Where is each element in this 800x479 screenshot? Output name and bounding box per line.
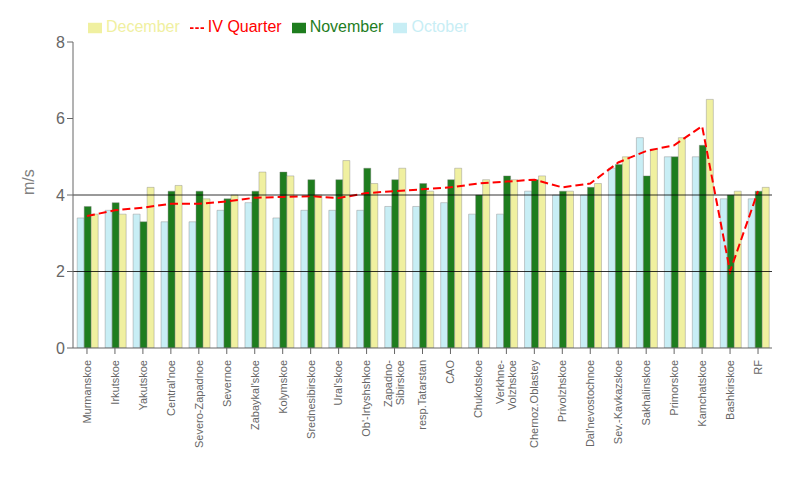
svg-text:0: 0 — [56, 340, 65, 357]
svg-text:Verkhnе-Volzhskoe: Verkhnе-Volzhskoe — [494, 360, 518, 410]
svg-text:CAO: CAO — [444, 360, 456, 384]
html-text:December: December — [106, 18, 180, 35]
html-text:November: November — [309, 18, 384, 35]
svg-text:Ob'-Irtyshshkoe: Ob'-Irtyshshkoe — [360, 360, 372, 437]
svg-text:Severnoe: Severnoe — [221, 360, 233, 407]
svg-text:8: 8 — [56, 34, 65, 51]
svg-text:Srednesibirskoe: Srednesibirskoe — [305, 360, 317, 439]
svg-text:Privolzhskoe: Privolzhskoe — [556, 360, 568, 422]
svg-text:Yakutskoe: Yakutskoe — [137, 360, 149, 411]
svg-text:RF: RF — [752, 360, 764, 375]
svg-text:Bashkirskoe: Bashkirskoe — [724, 360, 736, 420]
svg-text:Irkutskoe: Irkutskoe — [109, 360, 121, 405]
svg-text:m/s: m/s — [20, 169, 37, 195]
svg-text:Chernoz.Oblastey: Chernoz.Oblastey — [528, 360, 540, 449]
svg-text:Zapadno-Sibirskoe: Zapadno-Sibirskoe — [382, 360, 406, 407]
html-text:October: October — [411, 18, 469, 35]
svg-text:resp.Tatarstan: resp.Tatarstan — [416, 360, 428, 430]
svg-text:Central'noe: Central'noe — [165, 360, 177, 416]
svg-text:Ural'skoe: Ural'skoe — [332, 360, 344, 406]
svg-text:4: 4 — [56, 187, 65, 204]
svg-text:6: 6 — [56, 110, 65, 127]
svg-text:Sakhalinskoe: Sakhalinskoe — [640, 360, 652, 425]
svg-text:Severo-Zapadnoe: Severo-Zapadnoe — [193, 360, 205, 448]
svg-text:Kamchatskoe: Kamchatskoe — [696, 360, 708, 427]
svg-text:Murmanskoe: Murmanskoe — [81, 360, 93, 424]
svg-text:2: 2 — [56, 263, 65, 280]
svg-text:Sev.-Kavkazskoe: Sev.-Kavkazskoe — [612, 360, 624, 444]
svg-text:Chukotskoe: Chukotskoe — [472, 360, 484, 418]
html-text:IV Quarter: IV Quarter — [207, 18, 282, 35]
svg-text:Primorskoe: Primorskoe — [668, 360, 680, 416]
svg-text:Zabaykal'skoe: Zabaykal'skoe — [249, 360, 261, 430]
svg-text:Kolymskoe: Kolymskoe — [277, 360, 289, 414]
svg-text:Dal'nevostochnoe: Dal'nevostochnoe — [584, 360, 596, 447]
